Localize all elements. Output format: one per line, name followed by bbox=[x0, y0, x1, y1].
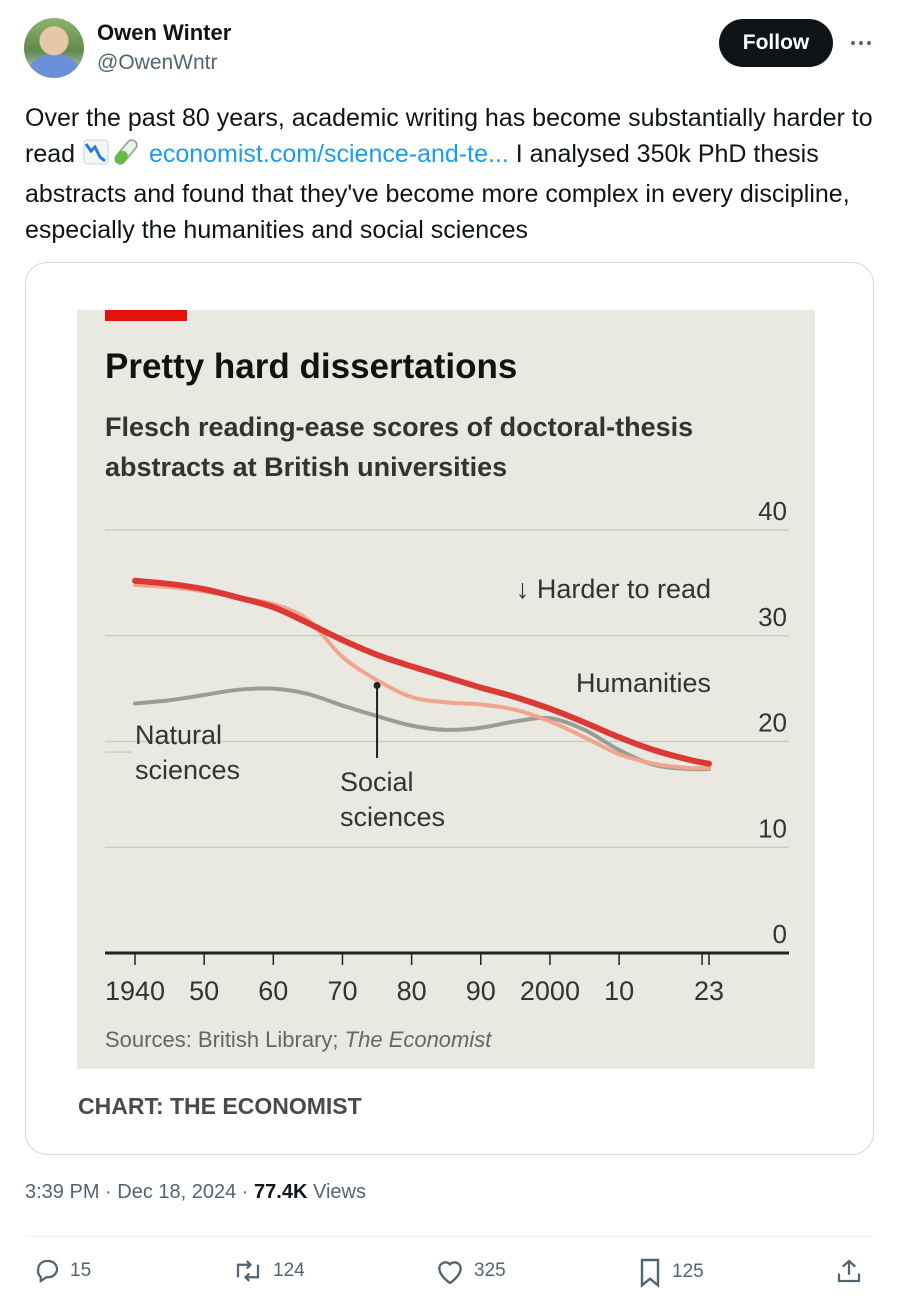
chart-subtitle-line-1: Flesch reading-ease scores of doctoral-t… bbox=[105, 412, 693, 442]
y-tick-label: 0 bbox=[773, 919, 787, 949]
chart-source-italic: The Economist bbox=[345, 1027, 493, 1052]
tweet-meta: 3:39 PM · Dec 18, 2024 · 77.4K Views bbox=[25, 1181, 366, 1204]
chart-title: Pretty hard dissertations bbox=[105, 347, 517, 386]
x-tick-label: 10 bbox=[604, 976, 634, 1006]
reply-count: 15 bbox=[70, 1260, 92, 1281]
views-count: 77.4K bbox=[254, 1181, 308, 1203]
tweet-text: Over the past 80 years, academic writing… bbox=[25, 100, 875, 248]
chart-image[interactable]: Pretty hard dissertations Flesch reading… bbox=[77, 310, 815, 1069]
x-tick-label: 50 bbox=[189, 976, 219, 1006]
meta-separator-2: · bbox=[236, 1181, 255, 1203]
series-label-social-sciences: Social bbox=[340, 767, 414, 797]
test-tube-emoji bbox=[110, 138, 142, 176]
y-tick-label: 20 bbox=[758, 708, 787, 738]
tweet-time[interactable]: 3:39 PM bbox=[25, 1181, 100, 1203]
views-label: Views bbox=[307, 1181, 366, 1203]
reply-button[interactable]: 15 bbox=[32, 1256, 91, 1286]
y-tick-label: 40 bbox=[758, 496, 787, 526]
chart-source-label: Sources: British Library; bbox=[105, 1027, 345, 1052]
chart-subtitle-line-2: abstracts at British universities bbox=[105, 452, 507, 482]
more-horizontal-icon[interactable] bbox=[846, 28, 876, 58]
repost-button[interactable]: 124 bbox=[231, 1256, 305, 1286]
series-line-humanities bbox=[132, 577, 712, 767]
like-count: 325 bbox=[474, 1260, 506, 1281]
like-button[interactable]: 325 bbox=[434, 1256, 506, 1286]
economist-red-bar bbox=[105, 310, 187, 321]
divider bbox=[25, 1236, 874, 1237]
bookmark-count: 125 bbox=[672, 1261, 704, 1282]
chart-svg: Pretty hard dissertations Flesch reading… bbox=[105, 310, 789, 1052]
tweet-date[interactable]: Dec 18, 2024 bbox=[117, 1181, 237, 1203]
x-tick-label: 90 bbox=[466, 976, 496, 1006]
x-tick-label: 70 bbox=[327, 976, 357, 1006]
repost-count: 124 bbox=[273, 1260, 305, 1281]
chart-annotation: ↓ Harder to read bbox=[516, 574, 711, 604]
repost-icon bbox=[231, 1256, 265, 1286]
author-name[interactable]: Owen Winter bbox=[97, 20, 232, 45]
chart-credit: CHART: THE ECONOMIST bbox=[78, 1093, 362, 1119]
series-label-natural-sciences: sciences bbox=[135, 755, 240, 785]
reply-icon bbox=[32, 1256, 62, 1286]
series-label-natural-sciences: Natural bbox=[135, 720, 222, 750]
x-tick-label: 80 bbox=[397, 976, 427, 1006]
bookmark-button[interactable]: 125 bbox=[636, 1256, 704, 1288]
chart-decreasing-emoji bbox=[82, 138, 110, 176]
bookmark-icon bbox=[636, 1256, 664, 1288]
avatar[interactable] bbox=[24, 18, 84, 78]
share-button[interactable] bbox=[834, 1256, 864, 1286]
share-icon bbox=[834, 1256, 864, 1286]
x-tick-label: 23 bbox=[694, 976, 724, 1006]
follow-button[interactable]: Follow bbox=[719, 19, 833, 67]
chart-source: Sources: British Library; The Economist bbox=[105, 1027, 492, 1052]
x-tick-label: 60 bbox=[258, 976, 288, 1006]
meta-separator: · bbox=[99, 1181, 118, 1203]
article-link[interactable]: economist.com/science-and-te... bbox=[148, 140, 509, 168]
series-line-natural-sciences bbox=[133, 686, 711, 772]
heart-icon bbox=[434, 1256, 466, 1286]
x-tick-label: 1940 bbox=[105, 976, 165, 1006]
tweet-text-before: Over the past 80 years, academic writing… bbox=[25, 104, 873, 168]
tweet-text-after: I analysed 350k PhD thesis abstracts and… bbox=[25, 140, 850, 244]
y-tick-label: 30 bbox=[758, 602, 787, 632]
y-tick-label: 10 bbox=[758, 813, 787, 843]
series-label-social-sciences: sciences bbox=[340, 802, 445, 832]
social-sciences-leader-dot bbox=[373, 681, 381, 689]
author-handle[interactable]: @OwenWntr bbox=[97, 51, 218, 74]
x-tick-label: 2000 bbox=[520, 976, 580, 1006]
series-label-humanities: Humanities bbox=[576, 668, 711, 698]
